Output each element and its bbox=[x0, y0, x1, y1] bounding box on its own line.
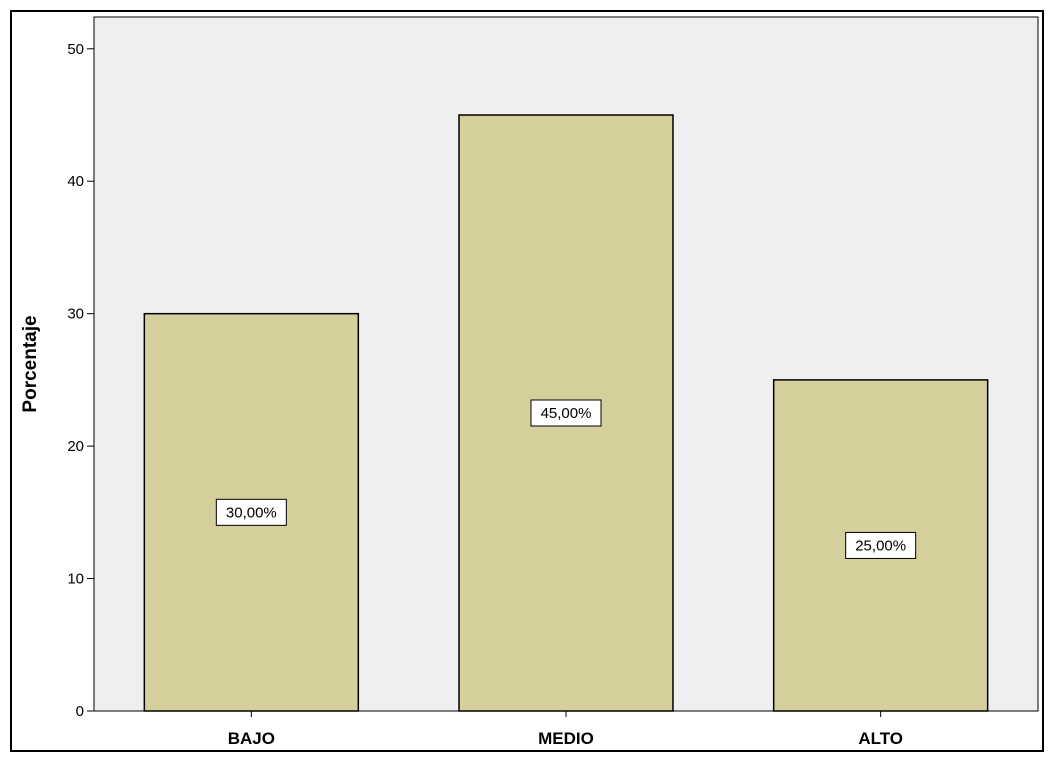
data-label: 25,00% bbox=[855, 537, 906, 554]
y-tick-label: 20 bbox=[67, 438, 84, 455]
data-labels-group: 30,00% BAJO 45,00% MEDIO 25,00% ALTO bbox=[215, 399, 917, 748]
x-tick-label: MEDIO bbox=[538, 729, 594, 748]
y-tick-label: 10 bbox=[67, 571, 84, 588]
data-label-box bbox=[530, 399, 602, 427]
y-axis-title: Porcentaje bbox=[20, 315, 41, 412]
y-tick-label: 30 bbox=[67, 306, 84, 323]
data-label: 30,00% bbox=[226, 504, 277, 521]
bar-chart: 0 10 20 30 40 50 30,00% BAJO 45,00% MEDIO 25,00% A… bbox=[20, 16, 1039, 748]
x-tick-label: BAJO bbox=[228, 729, 275, 748]
chart-frame: 0 10 20 30 40 50 30,00% BAJO 45,00% MEDIO 25,00% A… bbox=[10, 10, 1044, 752]
data-label-box bbox=[215, 498, 287, 526]
x-tick-label: ALTO bbox=[858, 729, 903, 748]
axes-group: 0 10 20 30 40 50 bbox=[67, 17, 1038, 720]
data-label: 45,00% bbox=[541, 405, 592, 422]
y-tick-label: 0 bbox=[76, 703, 84, 720]
data-label-box bbox=[845, 531, 917, 559]
y-tick-label: 50 bbox=[67, 41, 84, 58]
y-tick-label: 40 bbox=[67, 173, 84, 190]
